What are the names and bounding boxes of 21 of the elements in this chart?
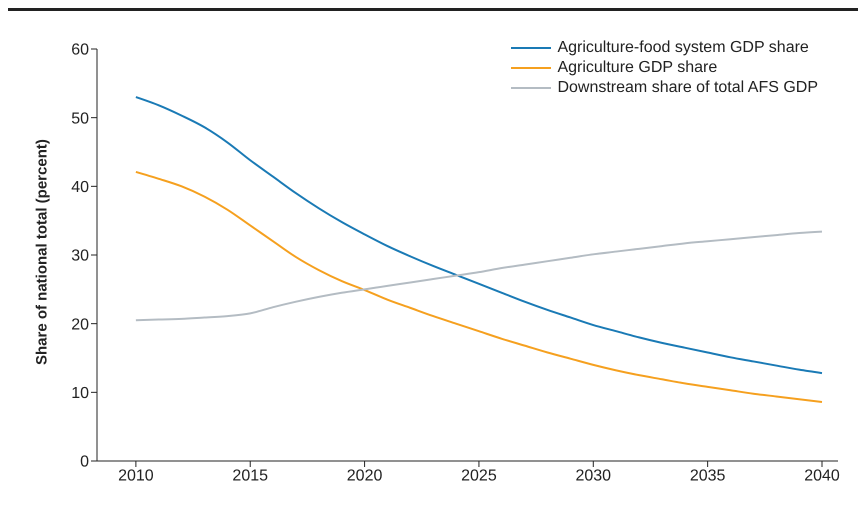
legend-label: Agriculture GDP share xyxy=(557,58,718,78)
line-series xyxy=(134,230,823,322)
x-tick-label: 2040 xyxy=(804,467,840,484)
x-tick-label: 2015 xyxy=(232,467,268,484)
y-tick-label: 0 xyxy=(80,454,90,471)
y-tick-label: 20 xyxy=(71,316,90,334)
line-series xyxy=(134,96,823,374)
x-tick-label: 2010 xyxy=(118,467,154,484)
x-tick-label: 2035 xyxy=(690,467,726,484)
y-tick-label: 50 xyxy=(71,110,90,128)
y-tick-label: 30 xyxy=(71,248,90,265)
line-series xyxy=(134,170,823,403)
y-axis-title: Share of national total (percent) xyxy=(33,139,50,365)
legend-label: Agriculture-food system GDP share xyxy=(557,38,809,58)
x-tick-label: 2020 xyxy=(346,467,382,484)
y-tick-label: 10 xyxy=(71,385,90,402)
x-tick-label: 2025 xyxy=(461,467,497,484)
x-tick-label: 2030 xyxy=(575,467,612,484)
y-tick-label: 40 xyxy=(71,179,90,196)
y-tick-label: 60 xyxy=(71,42,90,59)
legend-label: Downstream share of total AFS GDP xyxy=(557,78,818,98)
